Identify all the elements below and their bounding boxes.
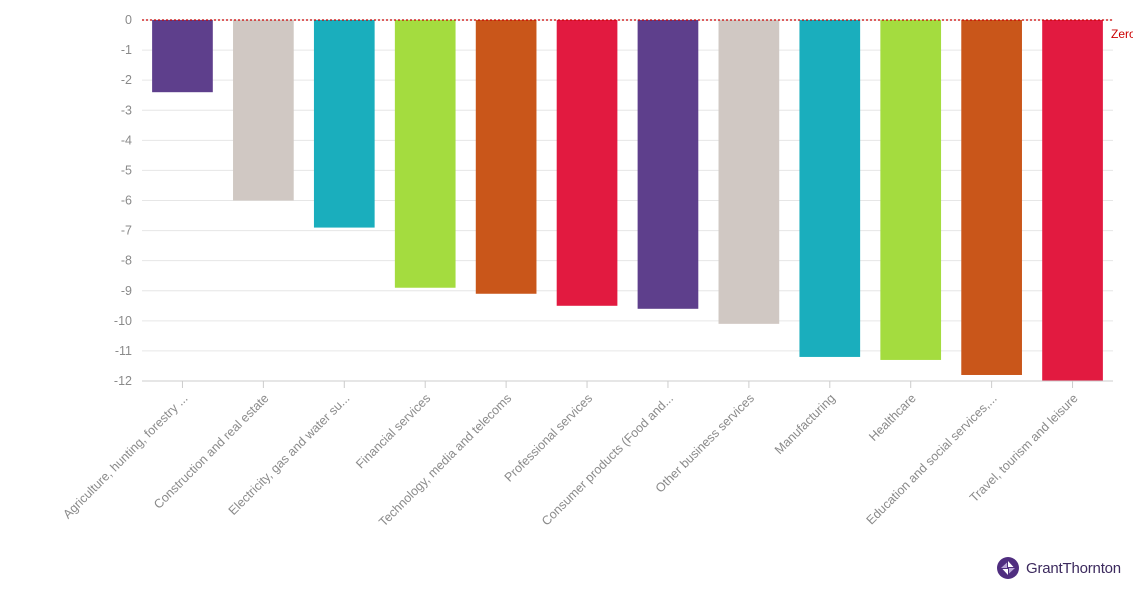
bar[interactable] xyxy=(961,20,1022,375)
y-tick-label: -1 xyxy=(121,43,132,57)
bar[interactable] xyxy=(1042,20,1103,381)
bar[interactable] xyxy=(152,20,213,93)
zero-reference-label: Zero xyxy=(1111,27,1133,41)
x-category-label: Healthcare xyxy=(866,391,919,444)
y-tick-label: -7 xyxy=(121,224,132,238)
bar[interactable] xyxy=(637,20,699,309)
y-tick-label: 0 xyxy=(125,13,132,27)
bar[interactable] xyxy=(799,20,861,357)
x-category-label: Financial services xyxy=(353,391,433,471)
y-tick-label: -12 xyxy=(114,374,132,388)
y-tick-label: -5 xyxy=(121,163,132,177)
bar[interactable] xyxy=(880,20,942,360)
grant-thornton-logo-icon xyxy=(997,557,1019,579)
x-category-label: Manufacturing xyxy=(772,391,838,457)
reference-line: Zero xyxy=(142,19,1133,41)
x-category-label: Agriculture, hunting, forestry ... xyxy=(60,391,190,521)
y-tick-label: -8 xyxy=(121,254,132,268)
y-tick-label: -3 xyxy=(121,103,132,117)
bar[interactable] xyxy=(718,20,780,324)
y-tick-label: -9 xyxy=(121,284,132,298)
x-category-label: Technology, media and telecoms xyxy=(376,391,514,529)
x-category-label: Education and social services,... xyxy=(864,391,1000,527)
bars xyxy=(152,20,1103,381)
bar[interactable] xyxy=(394,20,456,288)
bar[interactable] xyxy=(313,20,375,228)
y-tick-label: -11 xyxy=(115,344,132,358)
y-tick-label: -2 xyxy=(121,73,132,87)
brand-logo: GrantThornton xyxy=(996,556,1121,580)
x-category-label: Consumer products (Food and... xyxy=(539,391,676,528)
bar[interactable] xyxy=(475,20,537,294)
bar[interactable] xyxy=(233,20,294,201)
x-category-label: Professional services xyxy=(502,391,595,484)
brand-name: GrantThornton xyxy=(1026,559,1121,577)
y-tick-label: -4 xyxy=(121,133,132,147)
y-tick-label: -10 xyxy=(114,314,132,328)
bar[interactable] xyxy=(556,20,618,306)
y-tick-label: -6 xyxy=(121,194,132,208)
